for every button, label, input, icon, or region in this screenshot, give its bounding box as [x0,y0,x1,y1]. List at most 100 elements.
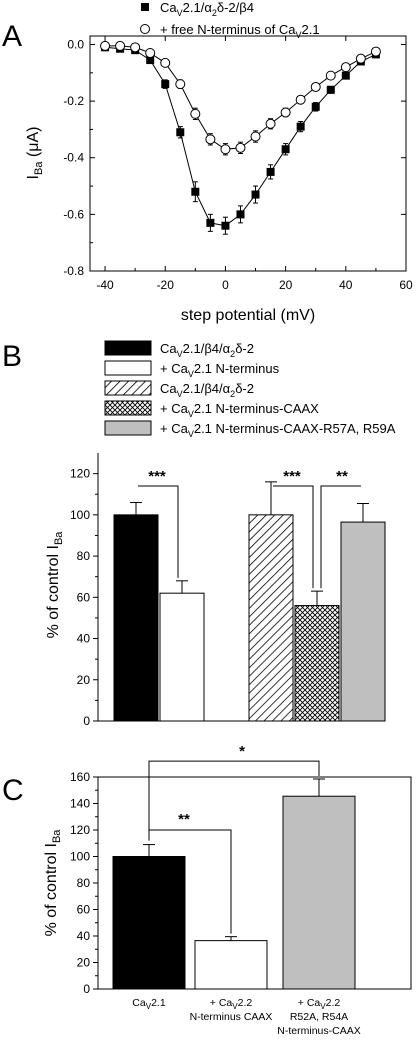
plot-a-xtick-label: -40 [96,278,114,292]
legend-a-square-icon [141,3,149,11]
series-1-point [310,81,321,92]
plot-b-ytick-label: 120 [70,467,90,481]
plot-c-category-1: + CaV2.2 [210,997,253,1011]
plot-b-sig-bracket [138,485,179,578]
plot-b-sig-label: ** [336,468,348,485]
panel-b: B CaV2.1/β4/α2δ-2+ CaV2.1 N-terminusCaV2… [2,340,396,728]
legend-a-item-0: CaV2.1/α2δ-2/β4 [160,0,254,18]
panel-c-letter: C [2,774,24,807]
plot-c-significance: *** [148,743,320,934]
plot-c-category-2-line3: N-terminus-CAAX [277,1025,360,1037]
plot-c-category-labels: CaV2.1 + CaV2.2N-terminus CAAX+ CaV2.2R52… [132,997,360,1037]
legend-b-item-3: + CaV2.1 N-terminus-CAAX [160,401,319,419]
plot-c-bar-0 [112,856,186,990]
series-0-point [221,221,230,230]
plot-b-bar-2 [248,514,294,722]
plot-c-ytick-label: 140 [70,797,90,811]
plot-c-ytick-label: 160 [70,770,90,784]
series-1-point [130,42,141,53]
series-0-point [341,71,350,80]
legend-b-swatch-0 [104,340,152,356]
plot-a-xtick-label: 0 [222,278,229,292]
series-1-point [250,131,261,142]
plot-b-ytick-label: 100 [70,508,90,522]
plot-c-ytick-label: 60 [77,903,91,917]
plot-b-sig-bracket [320,485,361,589]
plot-a-xtick-label: 60 [399,278,413,292]
plot-c-bar-1 [194,940,268,990]
plot-b-data: *** *** ** [113,468,386,722]
legend-b-item-0: CaV2.1/β4/α2δ-2 [160,341,254,359]
series-1-point [145,47,156,58]
panel-a-letter: A [2,20,22,53]
legend-b-swatch-1 [104,360,152,376]
series-1-point [370,46,381,57]
plot-c-ytick-label: 0 [83,982,90,996]
legend-b: CaV2.1/β4/α2δ-2 + CaV2.1 N-terminus CaV2.1… [104,340,396,439]
legend-b-item-2: CaV2.1/β4/α2δ-2 [160,381,254,399]
plot-a-ytick-label: -0.2 [63,94,84,108]
plot-a-ytick-label: -0.4 [63,151,84,165]
legend-b-swatch-2 [104,380,152,396]
plot-c-sig-label-1: * [239,743,245,760]
plot-c-sig-bracket-0 [148,829,232,934]
series-0-point [176,128,185,137]
plot-b-ytick-label: 40 [77,632,91,646]
series-1-point [220,144,231,155]
plot-c-category-2-line2: R52A, R54A [290,1011,348,1023]
series-0-point [266,167,275,176]
plot-b-sig-label: *** [148,468,166,485]
series-1-point [280,107,291,118]
panel-a: A CaV2.1/α2δ-2/β4 + free N-terminus of C… [2,0,413,324]
plot-c-ytick-label: 80 [77,876,91,890]
series-0-point [191,187,200,196]
series-1-point [115,40,126,51]
plot-c-sig-label-0: ** [178,811,190,828]
plot-b-bar-1 [159,592,205,722]
plot-b-ytick-label: 80 [77,549,91,563]
series-1-point [100,40,111,51]
plot-a-frame [89,35,407,272]
plot-c-sig-bracket-1 [148,760,320,830]
series-0-point [146,56,155,65]
legend-b-item-4: + CaV2.1 N-terminus-CAAX-R57A, R59A [160,421,396,439]
legend-b-swatch-3 [104,400,152,416]
plot-a-ticks: -40 -20 0 20 40 60 0.0 -0.2 -0.4 -0.6 -0.8 [63,36,413,292]
series-0-point [236,210,245,219]
plot-a-data [100,40,381,235]
series-0-point [326,85,335,94]
plot-b-ylabel: % of control IBa [45,531,65,639]
legend-a-circle-icon [140,24,150,34]
plot-c-ytick-label: 40 [77,929,91,943]
plot-c-category-0: CaV2.1 [132,997,166,1011]
series-1-point [160,57,171,68]
plot-b-significance: *** *** ** [138,468,361,589]
legend-b-swatch-4 [104,420,152,436]
plot-b-ytick-label: 60 [77,590,91,604]
plot-a-ytick-label: 0.0 [67,37,84,51]
legend-b-item-1: + CaV2.1 N-terminus [160,361,280,379]
plot-c-ylabel: % of control IBa [43,829,63,937]
plot-a-ytick-label: -0.6 [63,207,84,221]
series-1-point [205,134,216,145]
plot-c-category-2: + CaV2.2 [298,997,341,1011]
plot-b-ytick-label: 20 [77,673,91,687]
plot-a-xtick-label: -20 [157,278,175,292]
series-1-point [235,142,246,153]
legend-a: CaV2.1/α2δ-2/β4 + free N-terminus of CaV… [140,0,320,40]
plot-c-ytick-label: 120 [70,823,90,837]
series-0-point [311,102,320,111]
plot-a-xlabel: step potential (mV) [181,307,315,324]
panel-b-letter: B [2,340,22,373]
plot-c-bar-2 [282,795,356,990]
plot-b-ytick-label: 0 [83,714,90,728]
plot-a-ytick-label: -0.8 [63,264,84,278]
series-1-point [190,108,201,119]
series-1-point [295,94,306,105]
plot-c-ytick-label: 100 [70,850,90,864]
plot-b-ticks: 0 20 40 60 80 100 120 [70,467,98,728]
plot-b-sig-bracket [273,485,314,589]
plot-b-bar-3 [294,605,340,722]
